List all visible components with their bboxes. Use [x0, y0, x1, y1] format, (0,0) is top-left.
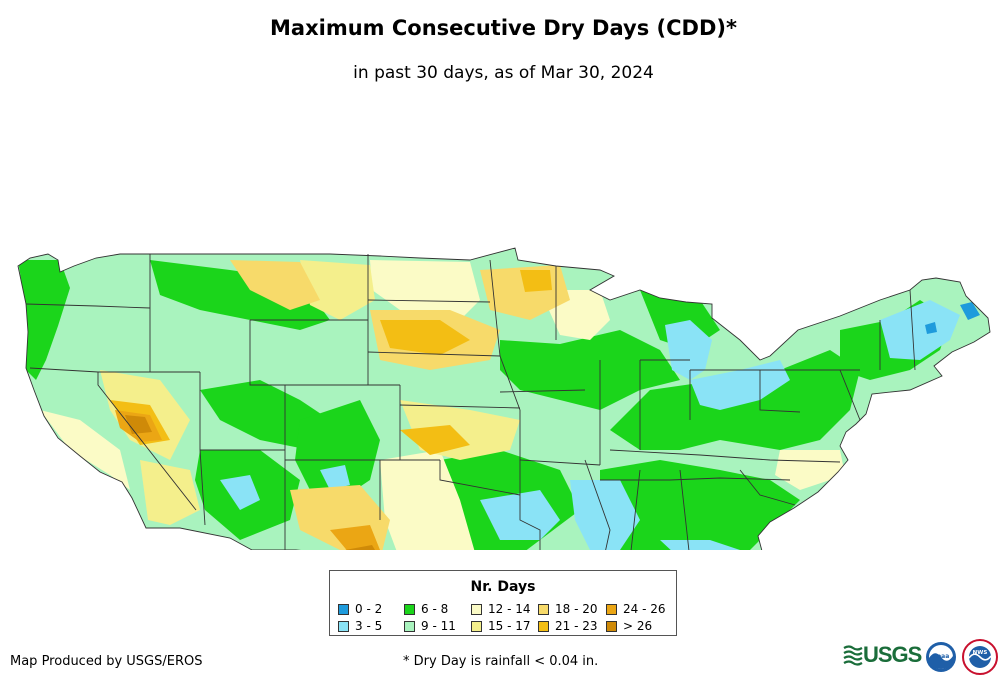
- usgs-wordmark: USGS: [863, 642, 922, 667]
- zone-mojave: [125, 415, 152, 434]
- legend-item-12-14: 12 - 14: [471, 602, 531, 616]
- legend-title: Nr. Days: [470, 579, 536, 595]
- legend-item-9-11: 9 - 11: [404, 619, 456, 633]
- zone-central-rockies: [200, 380, 330, 450]
- legend-label: 9 - 11: [421, 619, 456, 633]
- legend-swatch: [471, 620, 482, 632]
- legend-label: 15 - 17: [488, 619, 531, 633]
- legend-item-18-20: 18 - 20: [538, 602, 598, 616]
- zone-north-dakota-core: [520, 270, 552, 292]
- legend-item-3-5: 3 - 5: [338, 619, 382, 633]
- legend-item-6-8: 6 - 8: [404, 602, 448, 616]
- zone-maine: [960, 302, 980, 320]
- zone-vermont: [925, 322, 937, 334]
- zone-sierra: [40, 410, 130, 490]
- legend-label: 18 - 20: [555, 602, 598, 616]
- zone-new-mexico: [295, 400, 380, 500]
- zone-wyoming: [230, 260, 320, 310]
- legend-item-24-26: 24 - 26: [606, 602, 666, 616]
- legend-swatch: [471, 603, 482, 615]
- zone-montana-east: [300, 260, 375, 320]
- legend-swatch: [538, 603, 549, 615]
- legend-item-21-23: 21 - 23: [538, 619, 598, 633]
- legend-swatch: [606, 620, 617, 632]
- legend-swatch: [606, 603, 617, 615]
- legend-item-over-26: > 26: [606, 619, 652, 633]
- zone-midwest: [500, 330, 680, 410]
- usgs-wave-icon: [843, 645, 863, 666]
- zone-new-mexico-blue: [320, 465, 350, 490]
- legend-label: 12 - 14: [488, 602, 531, 616]
- map-title: Maximum Consecutive Dry Days (CDD)*: [270, 16, 737, 40]
- zone-southeast: [600, 460, 800, 550]
- zone-arizona: [220, 475, 260, 510]
- nws-text: NWS: [973, 650, 988, 656]
- zone-michigan: [665, 320, 712, 380]
- zone-trans-pecos: [330, 525, 380, 550]
- legend-item-0-2: 0 - 2: [338, 602, 382, 616]
- zone-northern-rockies: [150, 260, 330, 330]
- legend-swatch: [538, 620, 549, 632]
- nws-logo: NWS: [962, 639, 998, 675]
- zone-texas-plains: [380, 450, 480, 550]
- state-borders: [17, 247, 991, 550]
- map-subtitle: in past 30 days, as of Mar 30, 2024: [353, 63, 654, 83]
- legend-swatch: [338, 603, 349, 615]
- zone-ohio-valley: [690, 360, 790, 410]
- zone-northeast: [880, 300, 960, 360]
- legend-swatch: [404, 620, 415, 632]
- zone-oklahoma: [400, 425, 470, 455]
- legend-item-15-17: 15 - 17: [471, 619, 531, 633]
- zone-georgia: [660, 540, 750, 550]
- legend: Nr. Days 0 - 2 3 - 5 6 - 8 9 - 11 12 - 1…: [329, 570, 677, 636]
- noaa-logo: noaa: [926, 642, 956, 672]
- zone-dakotas: [370, 260, 480, 320]
- legend-swatch: [338, 620, 349, 632]
- legend-label: 6 - 8: [421, 602, 449, 616]
- us-dry-days-map: [17, 247, 991, 550]
- legend-label: 21 - 23: [555, 619, 598, 633]
- zones-12-14: [40, 260, 845, 550]
- map-credit: Map Produced by USGS/EROS: [10, 654, 203, 669]
- dry-day-footnote: * Dry Day is rainfall < 0.04 in.: [403, 654, 599, 669]
- legend-swatch: [404, 603, 415, 615]
- zone-southern-california: [140, 460, 200, 525]
- noaa-text: noaa: [933, 653, 950, 660]
- zone-south-dakota: [380, 320, 470, 355]
- legend-label: 24 - 26: [623, 602, 666, 616]
- legend-label: > 26: [623, 619, 653, 633]
- zone-carolinas: [775, 450, 845, 490]
- zones-over-26: [125, 415, 390, 550]
- legend-label: 3 - 5: [355, 619, 383, 633]
- zones-0-2: [925, 302, 980, 334]
- zone-pnw-coast: [18, 260, 70, 380]
- usgs-logo: USGS: [843, 642, 922, 668]
- legend-label: 0 - 2: [355, 602, 383, 616]
